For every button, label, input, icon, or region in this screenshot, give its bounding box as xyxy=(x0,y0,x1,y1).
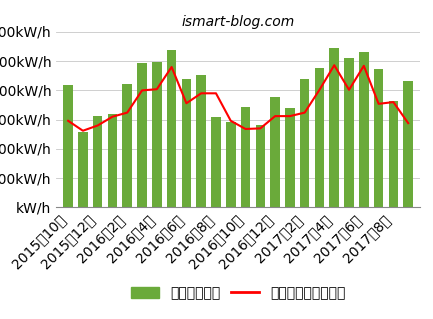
Bar xyxy=(255,125,265,207)
Bar xyxy=(197,75,206,207)
Legend: 実際の発電量, シミュレーション値: 実際の発電量, シミュレーション値 xyxy=(125,281,351,306)
Bar xyxy=(374,69,383,207)
Bar xyxy=(359,52,368,207)
Bar xyxy=(285,108,295,207)
Bar xyxy=(152,62,162,207)
Bar xyxy=(137,63,147,207)
Bar xyxy=(123,84,132,207)
Bar xyxy=(270,97,280,207)
Bar xyxy=(211,117,221,207)
Bar xyxy=(108,114,117,207)
Bar xyxy=(63,85,73,207)
Bar xyxy=(388,101,398,207)
Bar xyxy=(300,79,310,207)
Bar xyxy=(315,68,324,207)
Bar xyxy=(404,81,413,207)
Bar xyxy=(344,58,354,207)
Bar xyxy=(241,107,250,207)
Bar xyxy=(181,79,191,207)
Bar xyxy=(93,116,103,207)
Bar xyxy=(167,50,176,207)
Bar xyxy=(330,48,339,207)
Bar xyxy=(78,132,88,207)
Bar xyxy=(226,122,236,207)
Title: ismart-blog.com: ismart-blog.com xyxy=(181,15,295,29)
